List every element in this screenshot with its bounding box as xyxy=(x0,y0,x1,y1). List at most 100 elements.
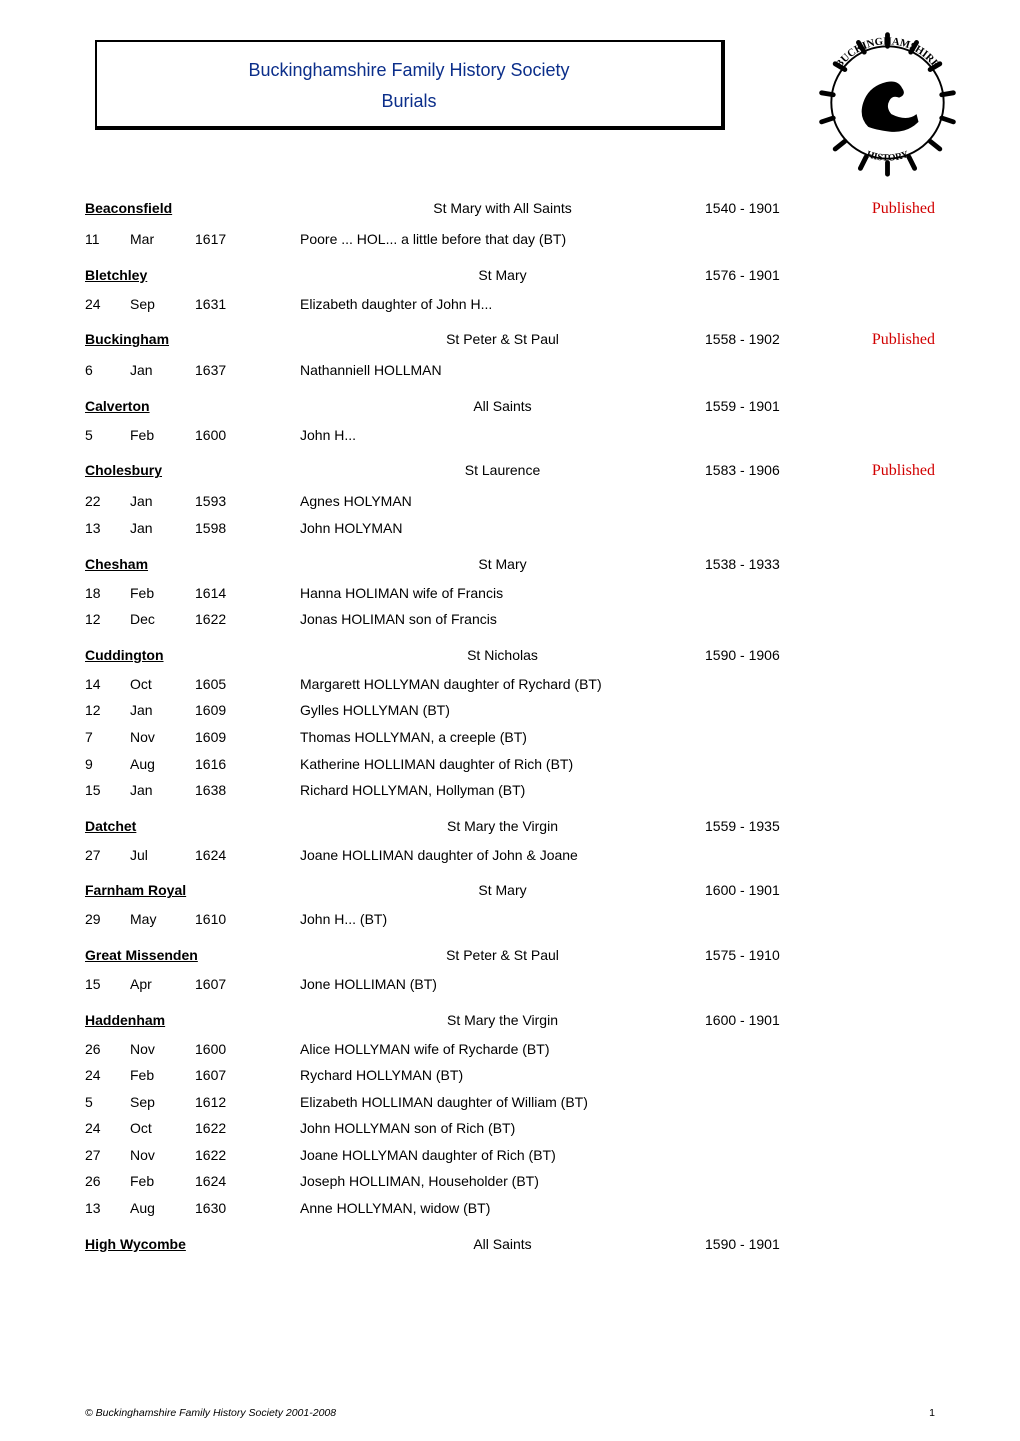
burial-row: 7Nov1609Thomas HOLLYMAN, a creeple (BT) xyxy=(85,724,935,751)
burial-row: 5Sep1612Elizabeth HOLLIMAN daughter of W… xyxy=(85,1089,935,1116)
burial-item: John HOLLYMAN son of Rich (BT) xyxy=(300,1115,935,1142)
burial-row: 15Jan1638Richard HOLLYMAN, Hollyman (BT) xyxy=(85,777,935,804)
burial-row: 12Dec1622Jonas HOLIMAN son of Francis xyxy=(85,606,935,633)
burial-row: 26Nov1600Alice HOLLYMAN wife of Rycharde… xyxy=(85,1036,935,1063)
parish-name: Buckingham xyxy=(85,331,300,347)
burial-row: 13Aug1630Anne HOLLYMAN, widow (BT) xyxy=(85,1195,935,1222)
day: 11 xyxy=(85,226,130,253)
burial-item: Katherine HOLLIMAN daughter of Rich (BT) xyxy=(300,751,935,778)
burial-item: Hanna HOLIMAN wife of Francis xyxy=(300,580,935,607)
year: 1631 xyxy=(195,291,300,318)
burial-item: John HOLYMAN xyxy=(300,515,935,542)
burial-row: 27Jul1624Joane HOLLIMAN daughter of John… xyxy=(85,842,935,869)
burial-row: 24Feb1607Rychard HOLLYMAN (BT) xyxy=(85,1062,935,1089)
section-header: CheshamSt Mary1538 - 1933 xyxy=(85,556,935,572)
year: 1609 xyxy=(195,697,300,724)
parish-section: DatchetSt Mary the Virgin1559 - 1935 27Ju… xyxy=(85,818,935,869)
month: Jan xyxy=(130,777,195,804)
year: 1624 xyxy=(195,842,300,869)
year-range: 1600 - 1901 xyxy=(705,882,845,898)
parish-section: Great MissendenSt Peter & St Paul1575 - … xyxy=(85,947,935,998)
day: 12 xyxy=(85,697,130,724)
day: 14 xyxy=(85,671,130,698)
month: Aug xyxy=(130,751,195,778)
records-content: BeaconsfieldSt Mary with All Saints1540 … xyxy=(85,200,935,1252)
burial-item: Joseph HOLLIMAN, Householder (BT) xyxy=(300,1168,935,1195)
header-line-1: Buckinghamshire Family History Society xyxy=(97,60,721,81)
year: 1622 xyxy=(195,1142,300,1169)
section-header: Farnham RoyalSt Mary1600 - 1901 xyxy=(85,882,935,898)
footer-copyright: © Buckinghamshire Family History Society… xyxy=(85,1407,336,1419)
month: Sep xyxy=(130,1089,195,1116)
burial-row: 15Apr1607Jone HOLLIMAN (BT) xyxy=(85,971,935,998)
day: 24 xyxy=(85,1115,130,1142)
year: 1617 xyxy=(195,226,300,253)
day: 15 xyxy=(85,777,130,804)
month: Feb xyxy=(130,1062,195,1089)
parish-section: CheshamSt Mary1538 - 193318Feb1614Hanna … xyxy=(85,556,935,633)
header-box: Buckinghamshire Family History Society B… xyxy=(95,40,725,130)
section-header: High WycombeAll Saints1590 - 1901 xyxy=(85,1236,935,1252)
church-name: All Saints xyxy=(300,398,705,414)
section-header: BeaconsfieldSt Mary with All Saints1540 … xyxy=(85,200,935,218)
day: 12 xyxy=(85,606,130,633)
parish-section: CalvertonAll Saints1559 - 19015Feb1600Jo… xyxy=(85,398,935,449)
month: Jan xyxy=(130,515,195,542)
parish-section: CuddingtonSt Nicholas1590 - 190614Oct160… xyxy=(85,647,935,804)
church-name: St Mary the Virgin xyxy=(300,818,705,834)
month: Oct xyxy=(130,671,195,698)
month: Feb xyxy=(130,422,195,449)
church-name: St Mary with All Saints xyxy=(300,200,705,216)
day: 26 xyxy=(85,1168,130,1195)
day: 24 xyxy=(85,291,130,318)
section-header: CholesburySt Laurence1583 - 1906Publishe… xyxy=(85,462,935,480)
burial-row: 14Oct1605Margarett HOLLYMAN daughter of … xyxy=(85,671,935,698)
section-header: DatchetSt Mary the Virgin1559 - 1935 xyxy=(85,818,935,834)
year: 1616 xyxy=(195,751,300,778)
burial-row: 5Feb1600John H... xyxy=(85,422,935,449)
burial-row: 22Jan1593Agnes HOLYMAN xyxy=(85,488,935,515)
parish-section: HaddenhamSt Mary the Virgin1600 - 190126… xyxy=(85,1012,935,1222)
burial-row: 11Mar1617Poore ... HOL... a little befor… xyxy=(85,226,935,253)
year: 1622 xyxy=(195,606,300,633)
burial-item: Thomas HOLLYMAN, a creeple (BT) xyxy=(300,724,935,751)
day: 18 xyxy=(85,580,130,607)
svg-text:HISTORY: HISTORY xyxy=(865,149,910,164)
section-header: BuckinghamSt Peter & St Paul1558 - 1902P… xyxy=(85,331,935,349)
parish-section: BletchleySt Mary1576 - 190124Sep1631Eliz… xyxy=(85,267,935,318)
page-footer: © Buckinghamshire Family History Society… xyxy=(85,1407,935,1419)
month: Feb xyxy=(130,1168,195,1195)
year: 1624 xyxy=(195,1168,300,1195)
burial-item: Jonas HOLIMAN son of Francis xyxy=(300,606,935,633)
month: Nov xyxy=(130,1036,195,1063)
burial-item: Rychard HOLLYMAN (BT) xyxy=(300,1062,935,1089)
month: Feb xyxy=(130,580,195,607)
published-label: Published xyxy=(845,331,935,349)
year: 1600 xyxy=(195,422,300,449)
month: Aug xyxy=(130,1195,195,1222)
burial-item: Joane HOLLYMAN daughter of Rich (BT) xyxy=(300,1142,935,1169)
year-range: 1590 - 1901 xyxy=(705,1236,845,1252)
parish-name: Chesham xyxy=(85,556,300,572)
day: 22 xyxy=(85,488,130,515)
church-name: St Mary xyxy=(300,882,705,898)
year-range: 1559 - 1901 xyxy=(705,398,845,414)
day: 24 xyxy=(85,1062,130,1089)
svg-text:BUCKINGHAMSHIRE: BUCKINGHAMSHIRE xyxy=(834,36,941,70)
burial-item: Poore ... HOL... a little before that da… xyxy=(300,226,935,253)
day: 6 xyxy=(85,357,130,384)
church-name: All Saints xyxy=(300,1236,705,1252)
burial-row: 24Sep1631Elizabeth daughter of John H... xyxy=(85,291,935,318)
day: 15 xyxy=(85,971,130,998)
year-range: 1583 - 1906 xyxy=(705,462,845,478)
year-range: 1575 - 1910 xyxy=(705,947,845,963)
year-range: 1576 - 1901 xyxy=(705,267,845,283)
footer-page-number: 1 xyxy=(929,1407,935,1419)
month: Jul xyxy=(130,842,195,869)
burial-item: Joane HOLLIMAN daughter of John & Joane xyxy=(300,842,935,869)
parish-section: CholesburySt Laurence1583 - 1906Publishe… xyxy=(85,462,935,541)
church-name: St Nicholas xyxy=(300,647,705,663)
year: 1605 xyxy=(195,671,300,698)
month: Mar xyxy=(130,226,195,253)
burial-row: 6Jan1637Nathanniell HOLLMAN xyxy=(85,357,935,384)
